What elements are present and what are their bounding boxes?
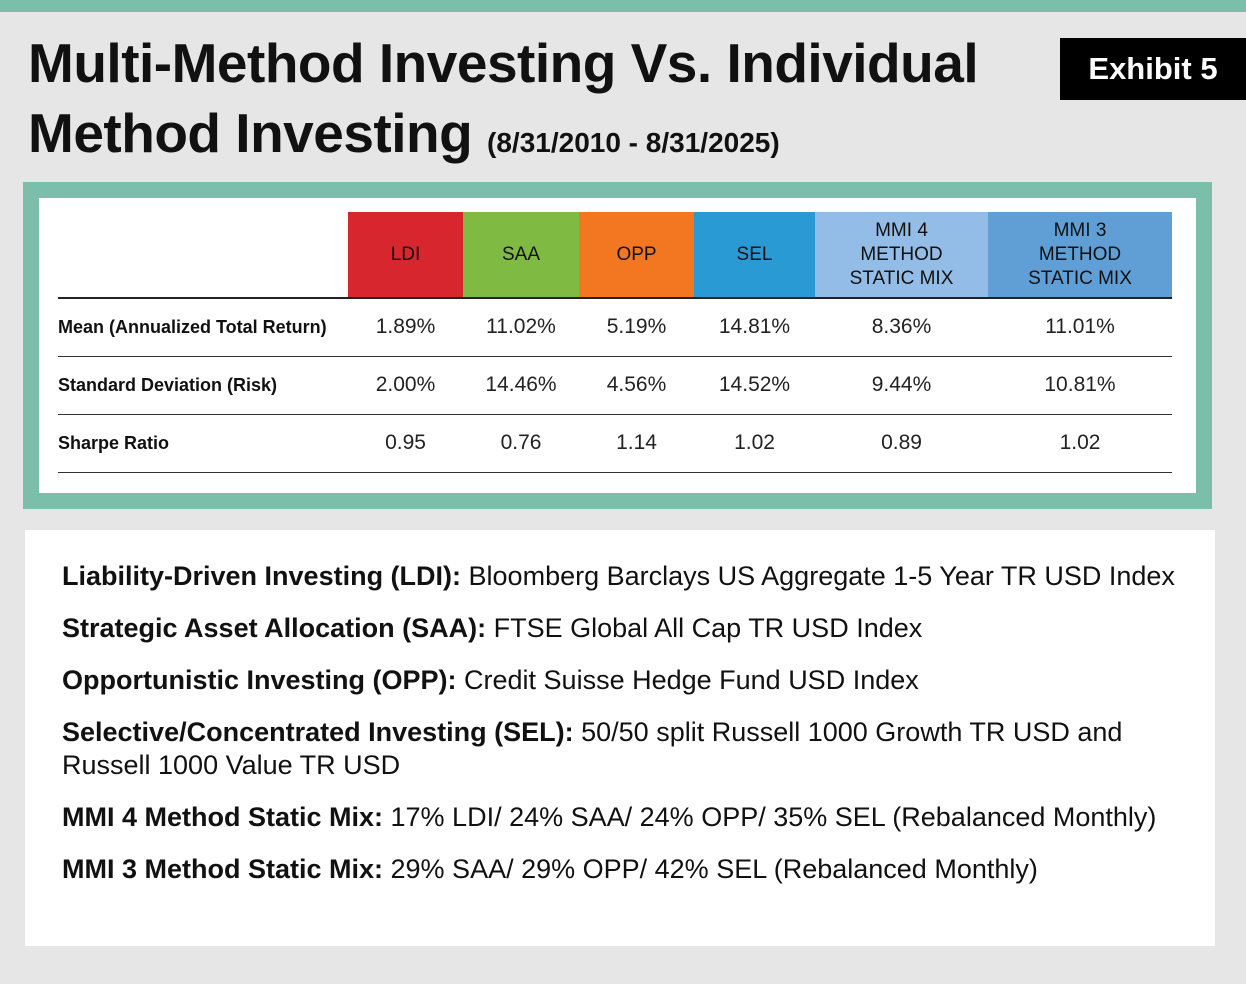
- definition-text: 17% LDI/ 24% SAA/ 24% OPP/ 35% SEL (Reba…: [383, 802, 1157, 832]
- definition-term: MMI 4 Method Static Mix:: [62, 802, 384, 832]
- definition-item: Strategic Asset Allocation (SAA): FTSE G…: [62, 612, 1215, 645]
- header-ldi: LDI: [348, 212, 463, 299]
- header-mmi3: MMI 3 METHOD STATIC MIX: [988, 212, 1172, 299]
- definition-item: Selective/Concentrated Investing (SEL): …: [62, 716, 1215, 782]
- table-cell: 4.56%: [579, 356, 694, 415]
- definition-term: Opportunistic Investing (OPP):: [62, 665, 457, 695]
- table-cell: 1.14: [579, 414, 694, 473]
- definition-item: MMI 4 Method Static Mix: 17% LDI/ 24% SA…: [62, 801, 1215, 834]
- table-row: Mean (Annualized Total Return) 1.89% 11.02…: [58, 298, 1172, 357]
- definition-text: Credit Suisse Hedge Fund USD Index: [456, 665, 919, 695]
- definition-item: Liability-Driven Investing (LDI): Bloomb…: [62, 560, 1215, 593]
- table-cell: 11.01%: [988, 298, 1172, 357]
- row-label: Sharpe Ratio: [58, 414, 348, 473]
- definition-text: Bloomberg Barclays US Aggregate 1-5 Year…: [461, 561, 1175, 591]
- page-title: Multi-Method Investing Vs. Individual Me…: [28, 28, 979, 178]
- header-opp: OPP: [579, 212, 694, 299]
- table-cell: 9.44%: [815, 356, 988, 415]
- title-line-1: Multi-Method Investing Vs. Individual: [28, 32, 979, 94]
- table-row: Standard Deviation (Risk) 2.00% 14.46% 4.56…: [58, 356, 1172, 415]
- top-accent-bar: [0, 0, 1246, 12]
- definition-term: Strategic Asset Allocation (SAA):: [62, 613, 487, 643]
- table-cell: 0.89: [815, 414, 988, 473]
- definition-term: Selective/Concentrated Investing (SEL):: [62, 717, 574, 747]
- title-line-2: Method Investing (8/31/2010 - 8/31/2025): [28, 98, 978, 178]
- table-cell: 11.02%: [463, 298, 579, 357]
- header-blank: [58, 212, 348, 299]
- table-row: Sharpe Ratio 0.95 0.76 1.14 1.02 0.89 1.02: [58, 414, 1172, 473]
- table-cell: 1.02: [694, 414, 815, 473]
- title-period: (8/31/2010 - 8/31/2025): [487, 127, 780, 158]
- table-cell: 1.02: [988, 414, 1172, 473]
- definitions-panel: Liability-Driven Investing (LDI): Bloomb…: [25, 530, 1215, 946]
- table-cell: 2.00%: [348, 356, 463, 415]
- definition-text: 50/50 split Russell 1000 Growth TR USD a…: [62, 717, 1123, 780]
- table-cell: 5.19%: [579, 298, 694, 357]
- table-cell: 14.46%: [463, 356, 579, 415]
- definition-item: MMI 3 Method Static Mix: 29% SAA/ 29% OP…: [62, 853, 1215, 886]
- stats-table: LDI SAA OPP SEL MMI 4 METHOD STATIC MIX …: [58, 212, 1172, 473]
- table-cell: 14.81%: [694, 298, 815, 357]
- title-line-2-text: Method Investing: [28, 102, 473, 164]
- table-cell: 10.81%: [988, 356, 1172, 415]
- row-label: Standard Deviation (Risk): [58, 356, 348, 415]
- definition-term: Liability-Driven Investing (LDI):: [62, 561, 462, 591]
- table-frame: LDI SAA OPP SEL MMI 4 METHOD STATIC MIX …: [23, 182, 1212, 509]
- header-sel: SEL: [694, 212, 815, 299]
- table-cell: 0.76: [463, 414, 579, 473]
- row-label: Mean (Annualized Total Return): [58, 298, 348, 357]
- table-cell: 8.36%: [815, 298, 988, 357]
- definition-text: 29% SAA/ 29% OPP/ 42% SEL (Rebalanced Mo…: [383, 854, 1038, 884]
- header-saa: SAA: [463, 212, 579, 299]
- table-panel: LDI SAA OPP SEL MMI 4 METHOD STATIC MIX …: [39, 198, 1196, 493]
- definition-text: FTSE Global All Cap TR USD Index: [486, 613, 923, 643]
- table-cell: 0.95: [348, 414, 463, 473]
- header-mmi4: MMI 4 METHOD STATIC MIX: [815, 212, 988, 299]
- header-row: LDI SAA OPP SEL MMI 4 METHOD STATIC MIX …: [58, 212, 1172, 299]
- definition-term: MMI 3 Method Static Mix:: [62, 854, 384, 884]
- table-cell: 14.52%: [694, 356, 815, 415]
- table-cell: 1.89%: [348, 298, 463, 357]
- exhibit-label: Exhibit 5: [1060, 38, 1246, 100]
- definition-item: Opportunistic Investing (OPP): Credit Su…: [62, 664, 1215, 697]
